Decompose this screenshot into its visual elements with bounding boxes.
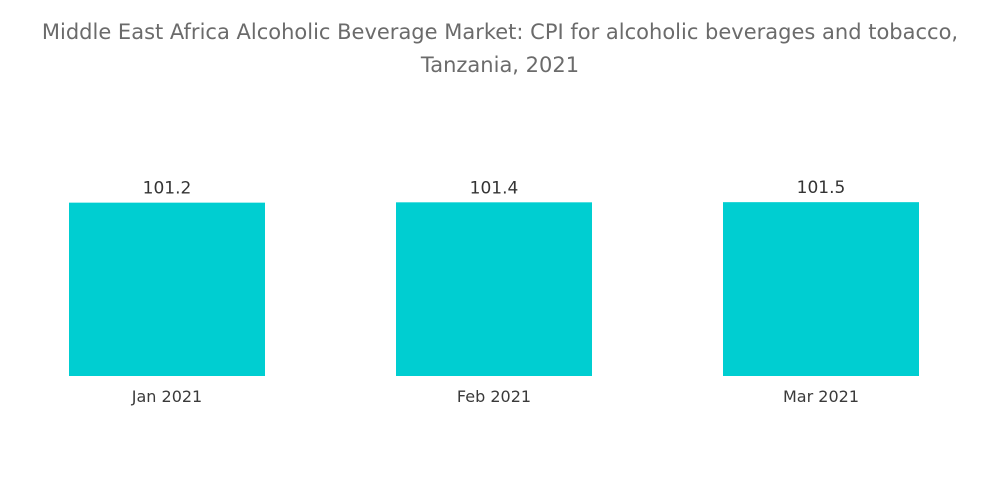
bar-value-label-3: 101.5: [797, 178, 846, 198]
bar-value-label-2: 101.4: [470, 178, 519, 198]
bar-1: [69, 202, 265, 376]
x-tick-label-1: Jan 2021: [131, 387, 202, 406]
x-tick-label-3: Mar 2021: [783, 387, 859, 406]
chart-title-line-2: Tanzania, 2021: [420, 53, 580, 77]
chart-title-line-1: Middle East Africa Alcoholic Beverage Ma…: [41, 20, 959, 44]
bar-2: [396, 202, 592, 376]
x-tick-label-2: Feb 2021: [457, 387, 531, 406]
bar-value-label-1: 101.2: [143, 179, 192, 199]
bar-3: [723, 202, 919, 376]
chart-title: Middle East Africa Alcoholic Beverage Ma…: [0, 16, 1000, 82]
